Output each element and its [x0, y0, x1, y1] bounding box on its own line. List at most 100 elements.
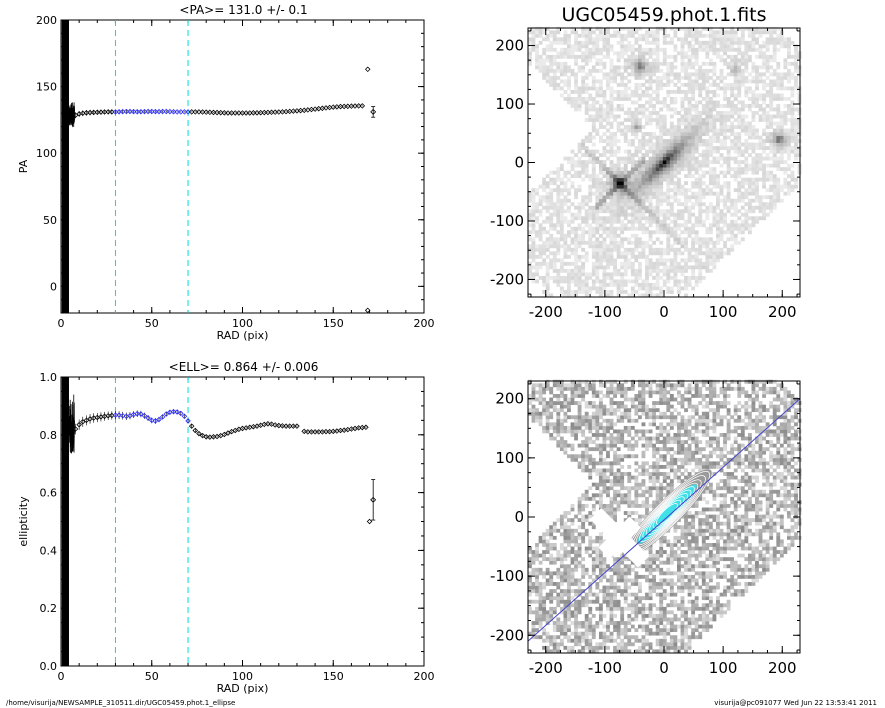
data-point	[141, 108, 148, 115]
data-point	[214, 109, 220, 116]
data-point	[217, 109, 224, 116]
data-point	[261, 109, 268, 116]
data-point	[178, 410, 184, 417]
data-point	[185, 109, 191, 115]
data-point	[80, 419, 86, 425]
x-tick-label: 100	[709, 659, 738, 677]
x-tick-label: -100	[588, 303, 622, 321]
data-point	[196, 109, 202, 115]
y-tick-label: 200	[495, 390, 524, 408]
mean-point	[370, 496, 377, 503]
data-point	[105, 109, 111, 115]
data-point	[246, 110, 253, 116]
y-tick-label: 0	[514, 154, 524, 172]
data-point	[283, 423, 289, 429]
data-point	[185, 418, 191, 424]
y-tick-label: 0.0	[40, 660, 58, 673]
data-point	[141, 412, 148, 419]
profile-plot-pa: 0 50 100 150 200 0 50 100 150 200 <PA>= 131.0 +/- …	[17, 3, 435, 342]
data-point	[69, 114, 75, 120]
data-point	[72, 426, 79, 432]
data-point	[345, 103, 351, 110]
data-point	[69, 432, 75, 438]
data-point	[76, 421, 82, 428]
x-tick-label: 100	[232, 670, 253, 683]
data-point	[181, 413, 188, 420]
y-tick-label: -100	[490, 567, 524, 585]
data-point	[337, 103, 344, 110]
data-point	[159, 414, 166, 420]
y-tick-label: 0	[514, 508, 524, 526]
data-point	[268, 109, 275, 116]
data-point	[123, 108, 130, 115]
data-point	[188, 423, 195, 429]
y-tick-label: 150	[36, 81, 57, 94]
data-point	[152, 418, 159, 424]
data-point	[90, 109, 97, 116]
x-tick-label: 0	[659, 659, 669, 677]
x-tick-label: 200	[768, 659, 797, 677]
data-point	[341, 103, 347, 110]
data-point	[323, 428, 329, 435]
data-point	[181, 109, 188, 115]
star-mask	[589, 507, 650, 568]
data-point	[228, 110, 235, 116]
data-point	[210, 109, 217, 116]
y-axis-label: PA	[17, 159, 30, 173]
residual-contour-panel: -200 -100 0 100 200 -200 -100 0 100 200	[490, 379, 802, 677]
outlier-point	[366, 518, 373, 525]
data-point	[254, 110, 260, 116]
data-point	[145, 108, 151, 115]
profile-plot-ellipticity: 0 50 100 150 200 0.0 0.2 0.4 0.6 0.8 1.0 <ELL>= 0.8…	[17, 360, 435, 695]
data-point	[290, 423, 297, 429]
data-point	[145, 415, 151, 421]
data-point	[348, 103, 355, 109]
data-point	[174, 109, 180, 115]
x-tick-label: 200	[768, 303, 797, 321]
x-axis-label: RAD (pix)	[217, 329, 269, 342]
contour-line	[652, 499, 682, 529]
y-tick-label: 200	[36, 14, 57, 27]
image-pixels	[528, 26, 802, 298]
data-point	[138, 411, 144, 417]
data-point	[188, 109, 195, 115]
data-point	[196, 430, 202, 437]
data-point	[156, 108, 162, 115]
x-tick-label: -100	[588, 659, 622, 677]
data-point	[83, 417, 90, 424]
plot-title: <ELL>= 0.864 +/- 0.006	[169, 360, 319, 374]
data-point	[178, 109, 184, 115]
data-point	[359, 103, 366, 109]
data-point	[152, 108, 159, 115]
contour-line	[656, 503, 678, 525]
x-tick-label: 50	[145, 670, 159, 683]
footer-user-stamp: visurija@pc091077 Wed Jun 22 13:53:41 20…	[714, 699, 877, 707]
data-point	[192, 109, 199, 115]
data-point	[225, 110, 231, 116]
galaxy-image-panel: -200 -100 0 100 200 -200 -100 0 100 200 UGC05459.p…	[490, 4, 802, 321]
data-point	[203, 109, 209, 115]
data-point	[112, 109, 119, 115]
data-point	[109, 109, 115, 115]
y-tick-label: 50	[43, 214, 57, 227]
mean-point	[370, 108, 377, 115]
x-tick-label: 0	[659, 303, 669, 321]
data-point	[87, 109, 93, 116]
data-point	[163, 108, 170, 115]
data-point	[355, 103, 362, 109]
contour-line	[649, 496, 685, 532]
x-tick-label: 50	[145, 317, 159, 330]
y-tick-label: 0	[50, 280, 57, 293]
data-point	[163, 411, 170, 417]
image-title: UGC05459.phot.1.fits	[561, 4, 766, 26]
data-point	[257, 109, 264, 116]
contour-line	[642, 489, 692, 539]
y-tick-label: 0.2	[40, 602, 58, 615]
footer-file-path: /home/visurija/NEWSAMPLE_310511.dir/UGC0…	[6, 699, 236, 707]
data-point	[276, 109, 282, 115]
data-point	[305, 429, 311, 435]
x-tick-label: 150	[323, 317, 344, 330]
data-point	[167, 108, 173, 115]
data-point	[236, 110, 242, 116]
